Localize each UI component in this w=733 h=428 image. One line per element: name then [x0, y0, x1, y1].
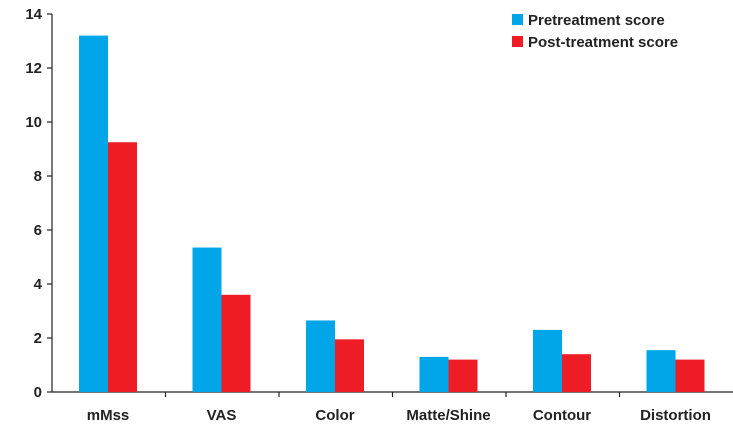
- y-tick-label: 0: [34, 384, 42, 401]
- x-tick-label: Color: [315, 407, 354, 424]
- bar-pretreatment: [646, 350, 676, 392]
- legend-label: Pretreatment score: [528, 12, 665, 29]
- x-axis: mMss VAS Color Matte/Shine Contour Distortion: [52, 391, 733, 424]
- bar-post-treatment: [335, 339, 364, 392]
- y-tick-label: 12: [25, 60, 42, 77]
- bar-post-treatment: [448, 359, 478, 392]
- bar-post-treatment: [675, 359, 705, 392]
- legend-swatch: [512, 36, 523, 47]
- y-tick-label: 2: [34, 330, 42, 347]
- y-tick-label: 6: [34, 222, 42, 239]
- x-tick-label: VAS: [207, 407, 237, 424]
- bar-pretreatment: [533, 329, 562, 392]
- bar-post-treatment: [221, 294, 251, 392]
- x-tick-label: mMss: [87, 407, 130, 424]
- y-tick-label: 10: [25, 114, 42, 131]
- bar-post-treatment: [108, 142, 137, 392]
- x-tick-label: Contour: [533, 407, 591, 424]
- y-tick-label: 14: [25, 6, 42, 23]
- y-tick-label: 8: [34, 168, 42, 185]
- bar-pretreatment: [192, 247, 222, 392]
- y-axis: 0 2 4 6 8 10 12 14: [25, 6, 53, 401]
- y-tick-label: 4: [34, 276, 43, 293]
- bar-post-treatment: [562, 354, 591, 392]
- legend: Pretreatment score Post-treatment score: [512, 12, 678, 51]
- legend-swatch: [512, 14, 523, 25]
- x-tick-label: Matte/Shine: [406, 407, 490, 424]
- bar-pretreatment: [79, 35, 108, 392]
- x-tick-label: Distortion: [640, 407, 711, 424]
- bars: [79, 35, 705, 392]
- bar-pretreatment: [419, 356, 449, 392]
- bar-pretreatment: [306, 320, 335, 392]
- legend-label: Post-treatment score: [528, 34, 678, 51]
